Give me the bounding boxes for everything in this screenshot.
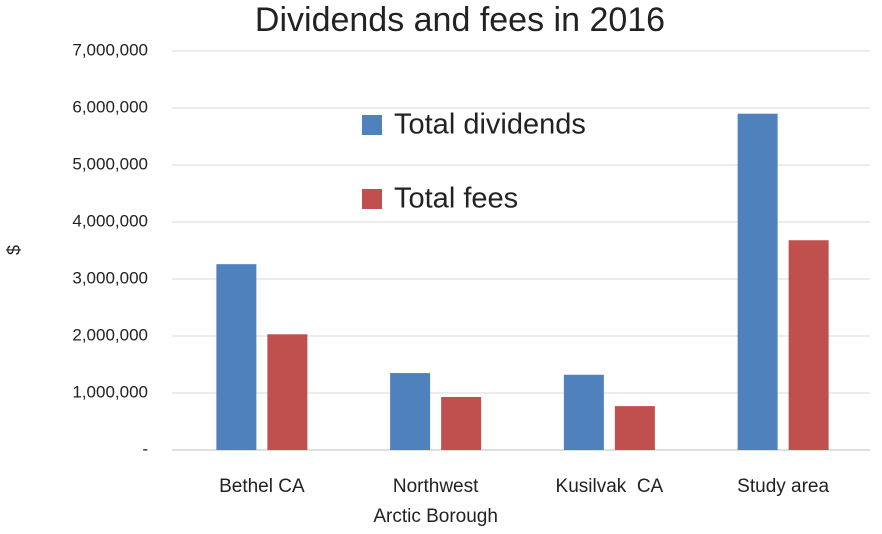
y-tick-label: 7,000,000 bbox=[72, 40, 148, 59]
bar bbox=[390, 373, 431, 450]
legend-swatch bbox=[362, 115, 382, 135]
y-tick-label: 1,000,000 bbox=[72, 382, 148, 401]
bar bbox=[788, 240, 829, 450]
y-axis-label: $ bbox=[4, 245, 24, 255]
x-tick-label: Northwest Arctic Borough bbox=[373, 476, 498, 527]
x-tick-label: Kusilvak CA bbox=[555, 476, 664, 497]
y-tick-label: 4,000,000 bbox=[72, 211, 148, 230]
legend-label: Total dividends bbox=[394, 109, 586, 141]
bar bbox=[441, 396, 482, 450]
bar bbox=[563, 374, 604, 450]
chart-title: Dividends and fees in 2016 bbox=[255, 1, 665, 39]
legend-swatch bbox=[362, 189, 382, 209]
y-tick-label: 2,000,000 bbox=[72, 325, 148, 344]
y-tick-label: 5,000,000 bbox=[72, 154, 148, 173]
y-tick-label: 3,000,000 bbox=[72, 268, 148, 287]
legend-label: Total fees bbox=[394, 183, 518, 215]
x-tick-label: Study area bbox=[737, 476, 830, 497]
bar bbox=[614, 406, 655, 450]
y-tick-label: - bbox=[142, 439, 148, 458]
y-tick-label: 6,000,000 bbox=[72, 97, 148, 116]
bar bbox=[267, 334, 308, 450]
x-tick-label: Bethel CA bbox=[219, 476, 305, 497]
bar bbox=[737, 113, 778, 450]
bar bbox=[216, 264, 257, 450]
